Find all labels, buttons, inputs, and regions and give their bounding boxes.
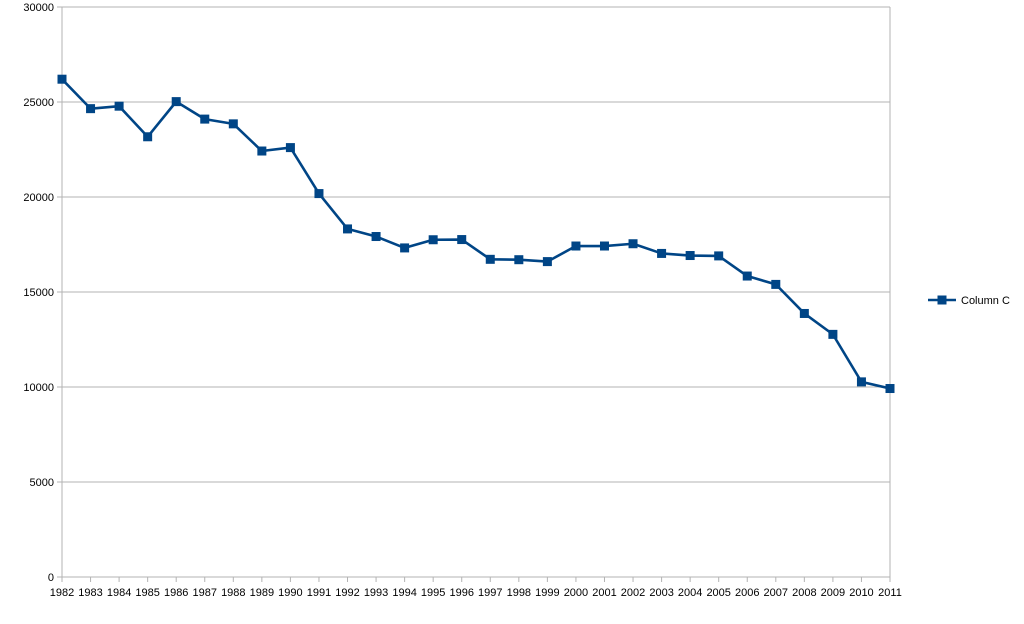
x-tick-label: 1994 [392, 587, 416, 599]
x-tick-label: 2002 [621, 587, 645, 599]
y-tick-label: 0 [48, 572, 54, 584]
data-point [657, 248, 667, 258]
data-point [86, 104, 96, 114]
data-point [714, 251, 724, 261]
data-point [114, 101, 124, 111]
y-tick-label: 10000 [23, 382, 54, 394]
data-point [171, 97, 181, 107]
data-point-markers [57, 74, 895, 394]
data-point [799, 308, 809, 318]
data-point [571, 241, 581, 251]
axes [57, 6, 891, 582]
data-point [485, 254, 495, 264]
data-point [685, 251, 695, 261]
x-tick-label: 2005 [706, 587, 730, 599]
legend-label-column-c: Column C [961, 295, 1010, 307]
x-tick-label: 1991 [307, 587, 331, 599]
data-point [200, 114, 210, 124]
y-tick-label: 20000 [23, 192, 54, 204]
series-lines [61, 78, 891, 390]
x-tick-label: 2007 [764, 587, 788, 599]
x-tick-label: 1987 [193, 587, 217, 599]
data-point [771, 279, 781, 289]
y-tick-label: 5000 [30, 477, 54, 489]
data-point [628, 239, 638, 249]
x-tick-label: 2006 [735, 587, 759, 599]
x-tick-label: 1998 [507, 587, 531, 599]
data-point [828, 329, 838, 339]
data-point [599, 241, 609, 251]
x-tick-label: 2011 [878, 587, 902, 599]
x-tick-label: 2010 [849, 587, 873, 599]
x-tick-label: 2004 [678, 587, 702, 599]
x-tick-label: 1982 [50, 587, 74, 599]
x-tick-label: 1984 [107, 587, 131, 599]
x-tick-label: 2000 [564, 587, 588, 599]
data-point [343, 224, 353, 234]
data-point [257, 146, 267, 156]
data-point [285, 143, 295, 153]
data-point [428, 235, 438, 245]
x-tick-label: 1992 [335, 587, 359, 599]
x-tick-label: 1983 [78, 587, 102, 599]
x-tick-label: 2008 [792, 587, 816, 599]
x-tick-label: 1997 [478, 587, 502, 599]
data-point [457, 235, 467, 245]
data-point [314, 189, 324, 199]
series-line-0 [61, 78, 891, 390]
x-tick-label: 2001 [592, 587, 616, 599]
data-point [143, 132, 153, 142]
data-point [742, 271, 752, 281]
legend: Column C [928, 295, 1010, 307]
x-tick-label: 1993 [364, 587, 388, 599]
y-tick-labels: 0 5000 10000 15000 20000 25000 30000 [23, 2, 54, 584]
x-tick-label: 1989 [250, 587, 274, 599]
data-point [542, 257, 552, 267]
data-point [514, 255, 524, 265]
legend-swatch-marker [937, 295, 947, 305]
data-point [371, 232, 381, 242]
x-tick-label: 2009 [821, 587, 845, 599]
y-tick-label: 25000 [23, 97, 54, 109]
data-point [856, 377, 866, 387]
x-tick-label: 1995 [421, 587, 445, 599]
y-tick-label: 15000 [23, 287, 54, 299]
x-tick-label: 1988 [221, 587, 245, 599]
data-point [885, 384, 895, 394]
data-point [228, 119, 238, 129]
x-tick-label: 1990 [278, 587, 302, 599]
x-tick-labels: 1982 1983 1984 1985 1986 1987 1988 1989 1990 1991… [50, 587, 902, 599]
x-tick-label: 1985 [135, 587, 159, 599]
y-tick-label: 30000 [23, 2, 54, 14]
x-tick-label: 2003 [649, 587, 673, 599]
data-point [400, 243, 410, 253]
x-tick-label: 1986 [164, 587, 188, 599]
data-point [57, 74, 67, 84]
x-tick-label: 1996 [449, 587, 473, 599]
x-tick-label: 1999 [535, 587, 559, 599]
gridlines [62, 6, 890, 578]
